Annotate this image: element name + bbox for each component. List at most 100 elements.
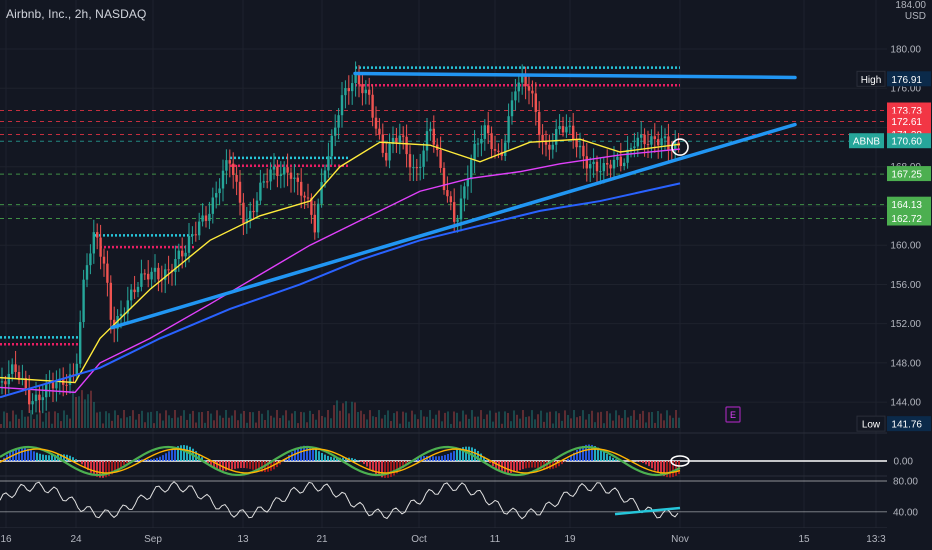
candle-body [599,171,602,173]
volume-bar [402,411,404,428]
oscillator-histogram-bar [660,461,662,475]
candle-body [136,286,140,293]
oscillator-histogram-bar [402,461,404,469]
oscillator-histogram-bar [24,448,26,461]
candle-body [28,388,31,405]
volume-bar [219,415,221,428]
oscillator-histogram-bar [27,448,29,461]
volume-bar [132,410,134,428]
candle-body [385,152,388,161]
oscillator-histogram-bar [138,459,140,461]
volume-bar [87,394,89,428]
volume-bar [654,422,656,428]
volume-bar [153,423,155,428]
oscillator-histogram-bar [351,458,353,461]
oscillator-histogram-bar [108,461,110,477]
grid [0,0,887,528]
ticker-tag-label: ABNB [853,137,881,148]
candle-body [650,136,653,145]
oscillator-histogram-bar [165,453,167,461]
candle-body [266,181,269,183]
oscillator-2-panel [0,480,887,520]
volume-bar [426,416,428,428]
volume-bar [606,411,608,428]
candle-body [592,161,595,165]
volume-bar [252,412,254,428]
oscillator-histogram-bar [522,461,524,470]
oscillator-histogram-bar [504,461,506,474]
candle-body [204,215,208,221]
price-level-value: 164.13 [891,200,922,211]
oscillator-histogram-bar [528,461,530,468]
volume-bar [240,413,242,428]
volume-bar [291,413,293,428]
candle-body [238,181,242,203]
oscillator-histogram-bar [555,461,557,468]
volume-bar [537,414,539,428]
volume-bar [15,414,17,428]
volume-bar [438,410,440,428]
volume-bar [360,410,362,428]
volume-bar [228,417,230,428]
oscillator-histogram-bar [540,461,542,469]
candle-body [371,94,374,118]
oscillator-histogram-bar [525,461,527,469]
candle-body [31,401,34,405]
volume-bar [600,411,602,428]
level-name-tag [856,70,886,87]
volume-bar [294,411,296,428]
candle-body [259,182,262,201]
volume-bar [57,413,59,428]
oscillator-axis-background [887,433,932,528]
candle-body [470,159,473,180]
volume-bar [519,418,521,428]
oscillator-histogram-bar [255,461,257,471]
time-axis-tick: Nov [671,534,689,545]
candle-body [252,210,255,213]
volume-bar [567,415,569,428]
candle-body [653,136,656,140]
candle-body [510,100,514,117]
volume-bar [468,418,470,428]
time-axis-tick: 15 [798,534,810,545]
oscillator-histogram-bar [180,445,182,461]
oscillator-histogram-bar [42,454,44,461]
candle-body [626,149,629,163]
time-axis-tick: Sep [144,534,162,545]
oscillator-histogram-bar [444,455,446,461]
oscillator-histogram-bar [39,453,41,461]
time-axis-tick: 24 [70,534,82,545]
volume-bar [306,422,308,428]
candle-body [24,378,27,389]
oscillator-histogram-bar [606,454,608,461]
candle-body [476,143,480,145]
candle-body [147,273,150,280]
candle-body [340,95,344,116]
oscillator-histogram-bar [174,447,176,461]
candle-body [133,289,136,293]
oscillator-histogram-bar [576,449,578,461]
candle-body [432,128,435,145]
candle-body [303,195,306,198]
candle-body [368,89,371,95]
oscillator-histogram-bar [483,456,485,461]
oscillator-histogram-bar [18,447,20,461]
candle-body [405,136,408,155]
volume-bar [12,410,14,428]
oscillator-histogram-bar [672,461,674,478]
oscillator-histogram-bar [252,461,254,470]
volume-bar [645,422,647,428]
oscillator-histogram-bar [378,461,380,476]
candle-body [211,197,214,214]
volume-bar [75,396,77,428]
volume-bar [159,413,161,428]
candle-body [490,133,493,150]
oscillator-histogram-bar [129,461,131,462]
oscillator-histogram-bar [645,461,647,465]
volume-bar [474,416,476,428]
volume-bar [348,413,350,428]
oscillator-histogram-bar [30,450,32,461]
oscillator-histogram-bar [345,457,347,461]
volume-bar [285,410,287,428]
